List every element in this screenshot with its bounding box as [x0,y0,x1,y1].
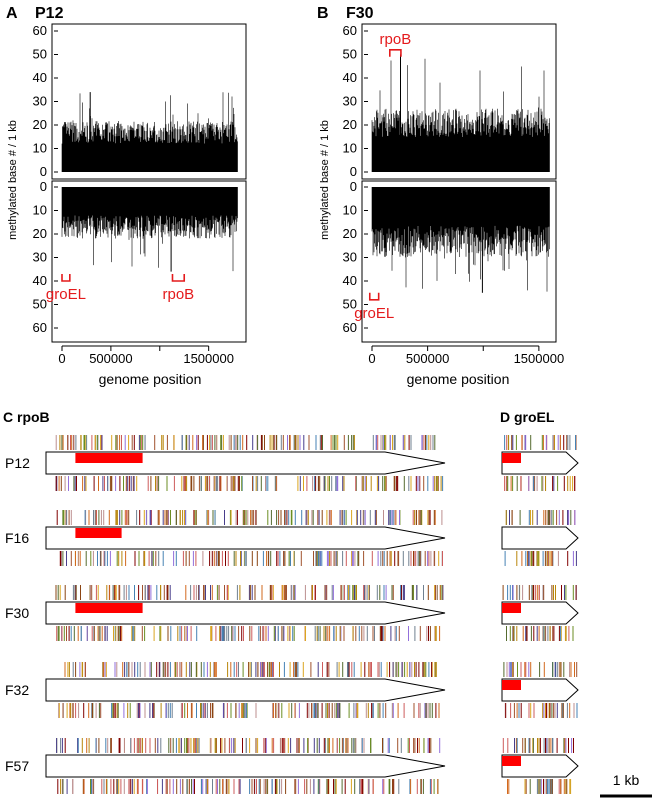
bottom-strand-bars [371,187,550,292]
annotation-label: rpoB [163,286,195,303]
y-tick-label: 20 [343,226,357,241]
y-tick-label: 40 [343,273,357,288]
scale-bar-label: 1 kb [613,772,640,788]
annotation-bracket [368,292,380,301]
panel-b-letter: B [317,5,329,22]
panel-a-y-axis: 0 10 20 30 40 50 60 0 10 20 30 40 50 60 [33,23,58,335]
panel-b-top-bars [371,54,550,172]
panel-a-bottom-frame [51,180,247,343]
top-strand-bars [61,92,238,172]
x-tick-label: 1500000 [183,351,234,366]
panel-b-title: F30 [346,5,374,22]
groel-methylated-region [502,756,521,766]
row-label: F16 [5,530,29,546]
rpob-methylated-region [75,453,143,463]
y-tick-label: 0 [350,164,357,179]
y-tick-label: 30 [343,250,357,265]
y-tick-label: 40 [343,70,357,85]
panel-b-bottom-bars [371,187,550,293]
x-tick-label: 1500000 [514,351,565,366]
panel-a-y-label: methylated base # / 1 kb [7,120,19,240]
panel-b-x-axis: 0 500000 1500000 [368,345,565,366]
panel-a-bottom-bars [61,187,238,272]
row-label: P12 [5,455,30,471]
panel-a-title: P12 [35,5,64,22]
panel-b-y-label: methylated base # / 1 kb [319,120,331,240]
panel-b-bottom-frame [361,180,557,343]
groel-methylated-region [502,603,521,613]
y-tick-label: 50 [33,297,47,312]
y-tick-label: 10 [343,141,357,156]
y-tick-label: 50 [343,297,357,312]
y-tick-label: 20 [33,117,47,132]
y-tick-label: 0 [350,179,357,194]
x-tick-label: 0 [368,351,375,366]
panel-a-annotations: groEL rpoB [46,274,194,303]
annotation-label: groEL [46,286,86,303]
panel-b-y-axis: 0 10 20 30 40 50 60 0 10 20 30 40 50 60 [343,23,368,335]
gene-arrow [45,754,446,778]
panel-a-x-axis: 0 500000 1500000 [58,345,234,366]
row-label: F57 [5,758,29,774]
row-label: F32 [5,682,29,698]
y-tick-label: 20 [33,226,47,241]
annotation-bracket [389,49,402,57]
y-tick-label: 30 [33,94,47,109]
y-tick-label: 60 [343,320,357,335]
rpob-methylated-region [75,603,143,613]
annotation-label: rpoB [380,31,412,48]
row-label: F30 [5,605,29,621]
y-tick-label: 10 [343,203,357,218]
gene-arrow [45,526,446,550]
y-tick-label: 10 [33,203,47,218]
panel-b-plot: 0 10 20 30 40 50 60 0 10 20 30 40 50 60 0 500000 150000… [319,23,564,387]
panel-a-x-label: genome position [99,371,202,387]
y-tick-label: 30 [343,94,357,109]
gene-arrow [45,678,446,702]
x-tick-label: 500000 [89,351,132,366]
panel-b-top-frame [361,23,557,180]
bottom-strand-bars [61,187,238,272]
panel-b-annotations: rpoB groEL [354,31,411,322]
x-tick-label: 0 [58,351,65,366]
y-tick-label: 0 [40,164,47,179]
y-tick-label: 40 [33,273,47,288]
annotation-bracket [171,274,186,282]
panel-a-plot: 0 10 20 30 40 50 60 0 10 20 30 40 50 60 0 500000 150000… [7,23,247,387]
groel-methylated-region [502,680,521,690]
gene-tracks: P12 F16 F30 F32 F57 [5,435,579,794]
y-tick-label: 40 [33,70,47,85]
panel-a-top-frame [51,23,247,180]
y-tick-label: 60 [33,23,47,38]
panel-a-top-bars [61,92,238,172]
panel-a-letter: A [6,5,18,22]
y-tick-label: 30 [33,250,47,265]
gene-track-row: F30 [5,585,579,641]
rpob-methylated-region [75,528,122,538]
y-tick-label: 60 [33,320,47,335]
annotation-label: groEL [354,305,394,322]
y-tick-label: 50 [33,47,47,62]
y-tick-label: 50 [343,47,357,62]
gene-track-row: F32 [5,662,579,718]
x-tick-label: 500000 [406,351,449,366]
gene-arrow [45,601,446,625]
annotation-bracket [61,274,71,282]
top-strand-bars [371,58,550,172]
panel-d-title: D groEL [500,409,555,425]
y-tick-label: 0 [40,179,47,194]
gene-arrow [501,526,579,550]
gene-track-row: F57 [5,738,579,794]
gene-track-row: F16 [5,510,579,566]
y-tick-label: 20 [343,117,357,132]
panel-b-x-label: genome position [407,371,510,387]
panel-c-title: C rpoB [3,409,50,425]
y-tick-label: 60 [343,23,357,38]
y-tick-label: 10 [33,141,47,156]
gene-arrow [45,451,446,475]
gene-track-row: P12 [5,435,579,491]
groel-methylated-region [502,453,521,463]
